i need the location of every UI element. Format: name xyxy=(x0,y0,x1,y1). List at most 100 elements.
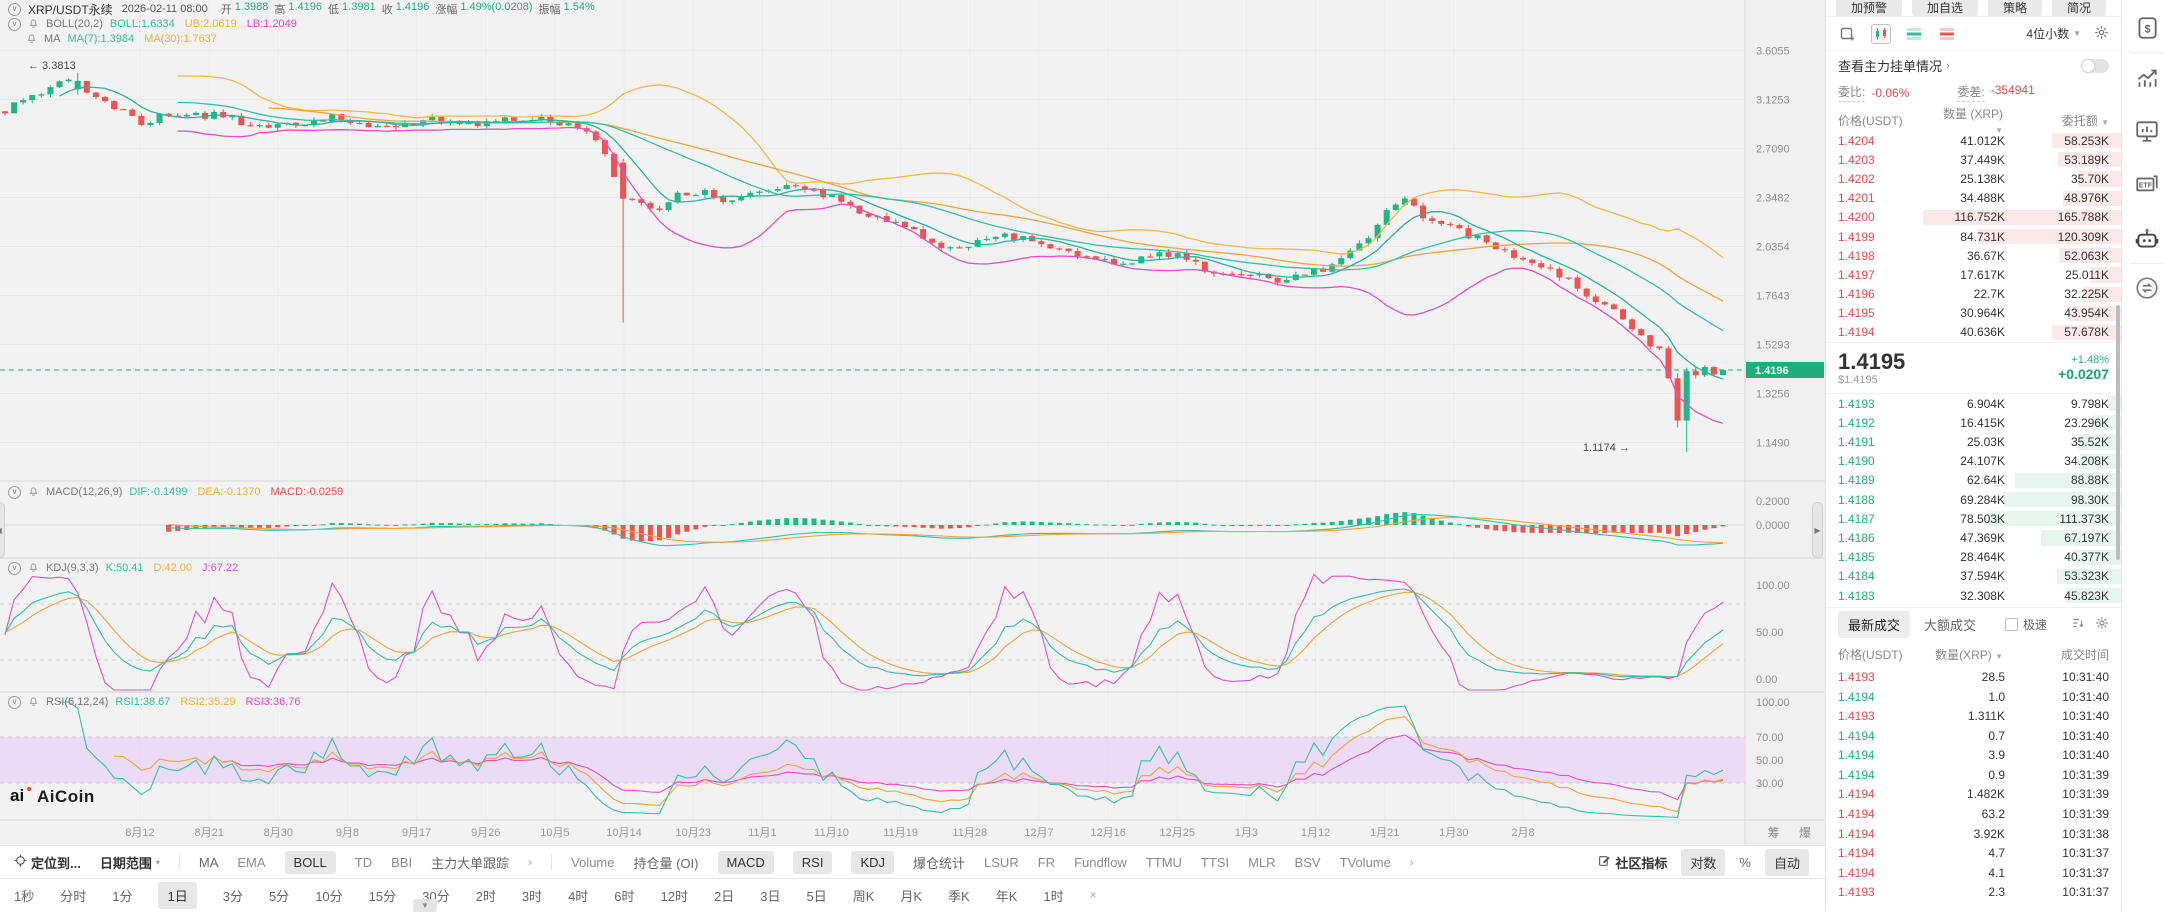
main-orders-toggle[interactable] xyxy=(2081,58,2109,73)
trades-settings-gear-icon[interactable] xyxy=(2095,616,2109,633)
toolbar-button-周k[interactable]: 周K xyxy=(852,888,875,904)
toolbar-button-1时[interactable]: 1时 xyxy=(1043,888,1064,904)
tab-latest-trades[interactable]: 最新成交 xyxy=(1838,611,1911,639)
toolbar-button-持仓量oi[interactable]: 持仓量 (OI) xyxy=(633,855,699,871)
candlestick-chart[interactable]: 3.6055 3.1253 2.7090 2.3482 2.0354 1.7643 1.52… xyxy=(0,0,1825,845)
ask-row[interactable]: 1.4198 36.67K 52.063K xyxy=(1826,246,2121,265)
trade-row[interactable]: 1.4193 28.5 10:31:40 xyxy=(1838,669,2109,684)
toolbar-button-ma[interactable]: MA xyxy=(198,854,219,870)
trend-up-icon[interactable] xyxy=(2133,63,2161,91)
toolbar-button-10分[interactable]: 10分 xyxy=(315,888,343,904)
ask-row[interactable]: 1.4203 37.449K 53.189K xyxy=(1826,150,2121,169)
robot-icon[interactable] xyxy=(2133,225,2161,253)
trade-row[interactable]: 1.4193 1.311K 10:31:40 xyxy=(1838,709,2109,724)
collapse-chevron-icon[interactable]: ∨ xyxy=(8,17,21,31)
toolbar-button-月k[interactable]: 月K xyxy=(900,888,923,904)
toolbar-button-[interactable]: › xyxy=(528,855,533,869)
alert-bell-icon[interactable] xyxy=(28,562,39,574)
ask-row[interactable]: 1.4204 41.012K 58.253K xyxy=(1826,131,2121,150)
trade-row[interactable]: 1.4194 4.1 10:31:37 xyxy=(1838,865,2109,880)
bid-row[interactable]: 1.4183 32.308K 45.823K xyxy=(1826,586,2121,605)
toolbar-button-分时[interactable]: 分时 xyxy=(60,888,87,904)
tab-large-trades[interactable]: 大额成交 xyxy=(1924,618,1977,634)
ask-row[interactable]: 1.4196 22.7K 32.225K xyxy=(1826,285,2121,304)
toolbar-button-ema[interactable]: EMA xyxy=(237,854,266,870)
trade-row[interactable]: 1.4194 3.9 10:31:40 xyxy=(1838,748,2109,763)
orderbook-settings-gear-icon[interactable] xyxy=(2094,25,2109,43)
toolbar-button-lsur[interactable]: LSUR xyxy=(984,854,1019,870)
toolbar-button-对数[interactable]: 对数 xyxy=(1681,848,1726,876)
alert-bell-icon[interactable] xyxy=(28,18,39,30)
toolbar-button-社区指标[interactable]: 社区指标 xyxy=(1598,853,1667,872)
monitor-chart-icon[interactable] xyxy=(2133,117,2161,145)
wallet-dollar-icon[interactable]: $ xyxy=(2133,14,2161,42)
toolbar-button-自动[interactable]: 自动 xyxy=(1764,848,1809,876)
bid-row[interactable]: 1.4189 62.64K 88.88K xyxy=(1826,471,2121,490)
trade-row[interactable]: 1.4194 1.482K 10:31:39 xyxy=(1838,787,2109,802)
toolbar-button-3时[interactable]: 3时 xyxy=(521,888,543,904)
orderbook-scrollbar[interactable] xyxy=(2116,305,2120,560)
trade-row[interactable]: 1.4194 0.7 10:31:40 xyxy=(1838,728,2109,743)
toolbar-button-rsi[interactable]: RSI xyxy=(792,850,833,874)
trade-row[interactable]: 1.4194 1.0 10:31:40 xyxy=(1838,689,2109,704)
etf-icon[interactable]: ETF xyxy=(2133,171,2161,199)
toolbar-button-2时[interactable]: 2时 xyxy=(475,888,496,904)
toolbar-button-1秒[interactable]: 1秒 xyxy=(14,888,35,904)
alert-bell-icon[interactable] xyxy=(28,486,39,498)
toolbar-button-volume[interactable]: Volume xyxy=(571,854,615,870)
ask-row[interactable]: 1.4194 40.636K 57.678K xyxy=(1826,323,2121,342)
sort-icon[interactable] xyxy=(2071,616,2085,633)
bid-row[interactable]: 1.4188 69.284K 98.30K xyxy=(1826,490,2121,509)
toolbar-button-[interactable]: › xyxy=(1409,855,1414,869)
alert-bell-icon[interactable] xyxy=(28,696,39,708)
toolbar-button-2日[interactable]: 2日 xyxy=(714,888,735,904)
toolbar-button-bsv[interactable]: BSV xyxy=(1294,854,1321,870)
bid-row[interactable]: 1.4191 25.03K 35.52K xyxy=(1826,432,2121,451)
alert-bell-icon[interactable] xyxy=(26,33,37,45)
fast-mode-checkbox[interactable] xyxy=(2004,618,2018,632)
collapse-chevron-icon[interactable]: ∨ xyxy=(8,485,21,499)
ask-row[interactable]: 1.4197 17.617K 25.011K xyxy=(1826,265,2121,284)
action-button-策略[interactable]: 策略 xyxy=(1988,0,2043,16)
toolbar-button-爆仓统计[interactable]: 爆仓统计 xyxy=(913,855,966,871)
panel-splitter-handle[interactable]: ▶ xyxy=(1812,502,1823,558)
ask-row[interactable]: 1.4202 25.138K 35.70K xyxy=(1826,169,2121,188)
toolbar-button-15分[interactable]: 15分 xyxy=(368,888,397,904)
action-button-简况[interactable]: 简况 xyxy=(2052,0,2107,16)
chip-liquidation-toggles[interactable]: 筹 爆 xyxy=(1767,826,1819,840)
bid-row[interactable]: 1.4186 47.369K 67.197K xyxy=(1826,528,2121,547)
toolbar-button-mlr[interactable]: MLR xyxy=(1248,854,1276,870)
decimal-precision-dropdown[interactable]: 4位小数 ▼ xyxy=(2026,27,2081,41)
left-splitter-handle[interactable]: ◀ xyxy=(0,502,5,558)
toolbar-button-季k[interactable]: 季K xyxy=(948,888,970,904)
action-button-加预警[interactable]: 加预警 xyxy=(1836,0,1903,16)
toolbar-button-fundflow[interactable]: Fundflow xyxy=(1074,854,1127,870)
toolbar-button-定位到[interactable]: 定位到... xyxy=(14,853,81,872)
bid-row[interactable]: 1.4185 28.464K 40.377K xyxy=(1826,548,2121,567)
toolbar-button-1日[interactable]: 1日 xyxy=(158,881,197,909)
toolbar-button-tvolume[interactable]: TVolume xyxy=(1339,854,1391,870)
toolbar-button-[interactable]: × xyxy=(1089,888,1097,902)
trade-row[interactable]: 1.4194 4.7 10:31:37 xyxy=(1838,846,2109,861)
toolbar-button-macd[interactable]: MACD xyxy=(717,850,774,874)
toolbar-button-12时[interactable]: 12时 xyxy=(660,888,688,904)
timeframe-dropdown-button[interactable]: ▼ xyxy=(413,899,437,912)
toolbar-button-3日[interactable]: 3日 xyxy=(760,888,781,904)
toolbar-button-boll[interactable]: BOLL xyxy=(284,850,336,874)
toolbar-button-日期范围[interactable]: 日期范围 ▾ xyxy=(99,855,160,871)
toolbar-button-ttmu[interactable]: TTMU xyxy=(1145,854,1182,870)
toolbar-button-td[interactable]: TD xyxy=(354,854,373,870)
collapse-chevron-icon[interactable]: ∨ xyxy=(8,561,21,575)
toolbar-button-主力大单跟踪[interactable]: 主力大单跟踪 xyxy=(431,855,510,871)
toolbar-button-fr[interactable]: FR xyxy=(1037,854,1056,870)
collapse-chevron-icon[interactable]: ∨ xyxy=(8,2,21,16)
ask-row[interactable]: 1.4201 34.488K 48.976K xyxy=(1826,189,2121,208)
ask-row[interactable]: 1.4199 84.731K 120.309K xyxy=(1826,227,2121,246)
trade-row[interactable]: 1.4193 2.3 10:31:37 xyxy=(1838,885,2109,900)
toolbar-button-kdj[interactable]: KDJ xyxy=(851,850,895,874)
toolbar-button-bbi[interactable]: BBI xyxy=(391,854,413,870)
toolbar-button-3分[interactable]: 3分 xyxy=(222,888,243,904)
toolbar-button-ttsi[interactable]: TTSI xyxy=(1200,854,1230,870)
bid-row[interactable]: 1.4187 78.503K 111.373K xyxy=(1826,509,2121,528)
ask-row[interactable]: 1.4200 116.752K 165.788K xyxy=(1826,208,2121,227)
